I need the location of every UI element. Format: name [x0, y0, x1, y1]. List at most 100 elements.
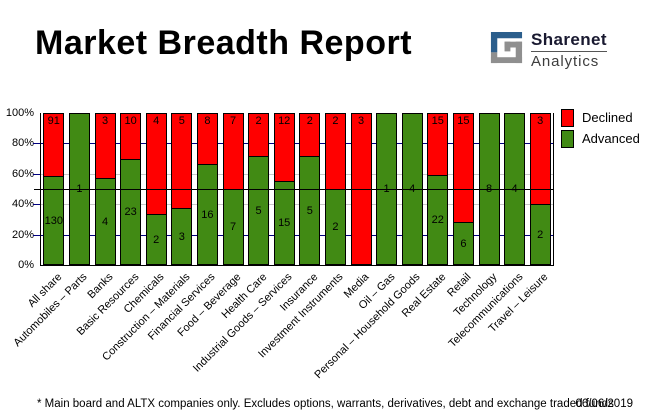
bar-segment-advanced [43, 176, 65, 265]
advanced-value-label: 4 [409, 183, 416, 195]
advanced-value-label: 23 [124, 206, 137, 218]
y-axis-label: 20% [11, 229, 34, 241]
bar-segment-advanced [427, 175, 449, 265]
logo-subtitle: Analytics [531, 53, 600, 70]
declined-value-label: 15 [431, 115, 444, 127]
declined-value-label: 12 [278, 115, 291, 127]
advanced-value-label: 2 [332, 221, 339, 233]
declined-value-label: 3 [537, 115, 544, 127]
bar-segment-advanced [248, 156, 270, 265]
bar-segment-advanced [94, 178, 116, 265]
gridline-60 [41, 174, 553, 175]
logo-text: Sharenet Analytics [531, 30, 607, 70]
declined-value-label: 2 [255, 115, 262, 127]
declined-value-label: 3 [357, 115, 365, 127]
y-axis-label: 0% [18, 259, 34, 271]
bar-segment-declined [171, 113, 193, 208]
declined-value-label: 8 [204, 115, 211, 127]
advanced-value-label: 16 [201, 209, 214, 221]
bar-technology: 8 [478, 113, 500, 265]
bar-segment-declined [273, 113, 295, 181]
bar-segment-declined [196, 113, 218, 164]
legend-item-advanced: Advanced [561, 130, 640, 148]
bar-segment-advanced [171, 208, 193, 265]
bar-segment-declined [299, 113, 321, 156]
logo-divider [531, 51, 607, 52]
chart-plot-area: 91 130 1 3 4 10 23 4 2 5 3 8 16 7 7 2 5 12 15 2 5 2 2 3 1 4 15 22 15… [40, 113, 554, 266]
bar-segment-declined [94, 113, 116, 178]
legend-swatch-declined [561, 109, 574, 127]
advanced-value-label: 1 [76, 183, 83, 195]
y-axis-tick [33, 143, 40, 144]
bar-industrial-goods-services: 12 15 [273, 113, 295, 265]
declined-value-label: 3 [101, 115, 109, 127]
advanced-value-label: 2 [153, 234, 160, 246]
report-date: 06/06/2019 [575, 398, 633, 410]
bar-segment-declined [43, 113, 65, 176]
bar-segment-declined [145, 113, 167, 214]
bar-retail: 15 6 [452, 113, 474, 265]
y-axis-label: 80% [11, 137, 34, 149]
legend-label: Declined [582, 110, 633, 125]
bar-segment-declined [222, 113, 244, 189]
bar-segment-advanced [120, 159, 142, 265]
declined-value-label: 5 [178, 115, 185, 127]
declined-value-label: 7 [229, 115, 237, 127]
bar-segment-declined [248, 113, 270, 156]
y-axis-tick [33, 235, 40, 236]
declined-value-label: 15 [457, 115, 470, 127]
declined-value-label: 2 [306, 115, 313, 127]
y-axis-tick [33, 204, 40, 205]
advanced-value-label: 8 [485, 183, 493, 195]
advanced-value-label: 22 [431, 214, 444, 226]
advanced-value-label: 5 [255, 205, 262, 217]
legend-swatch-advanced [561, 130, 574, 148]
bar-telecommunications: 4 [504, 113, 526, 265]
y-axis-label: 60% [11, 168, 34, 180]
bar-segment-advanced [452, 222, 474, 265]
legend-label: Advanced [582, 131, 640, 146]
gridline-40 [41, 204, 553, 205]
advanced-value-label: 130 [44, 215, 63, 227]
bar-real-estate: 15 22 [427, 113, 449, 265]
declined-value-label: 4 [153, 115, 160, 127]
advanced-value-label: 1 [383, 183, 390, 195]
bar-segment-declined [529, 113, 551, 204]
advanced-value-label: 3 [178, 231, 185, 243]
page-title: Market Breadth Report [35, 24, 413, 62]
bar-all-share: 91 130 [43, 113, 65, 265]
bar-segment-advanced [273, 181, 295, 265]
advanced-value-label: 15 [278, 217, 291, 229]
bar-segment-declined [120, 113, 142, 159]
bar-basic-resources: 10 23 [120, 113, 142, 265]
advanced-value-label: 4 [101, 216, 109, 228]
chart-legend: Declined Advanced [561, 109, 640, 151]
advanced-value-label: 2 [537, 229, 544, 241]
sharenet-logo-icon [490, 31, 523, 64]
sharenet-logo: Sharenet Analytics [489, 30, 607, 70]
advanced-value-label: 7 [229, 221, 237, 233]
footnote: * Main board and ALTX companies only. Ex… [37, 398, 614, 410]
fifty-percent-line [34, 189, 553, 190]
bar-automobiles-parts: 1 [68, 113, 90, 265]
bar-personal-household-goods: 4 [401, 113, 423, 265]
declined-value-label: 10 [124, 115, 137, 127]
bar-segment-declined [324, 113, 346, 189]
bar-segment-declined [452, 113, 474, 222]
y-axis-label: 100% [5, 107, 34, 119]
advanced-value-label: 5 [306, 205, 313, 217]
bar-oil-gas: 1 [376, 113, 398, 265]
bar-segment-declined [427, 113, 449, 175]
advanced-value-label: 6 [460, 238, 467, 250]
bar-segment-advanced [145, 214, 167, 265]
logo-brand-name: Sharenet [531, 30, 607, 49]
